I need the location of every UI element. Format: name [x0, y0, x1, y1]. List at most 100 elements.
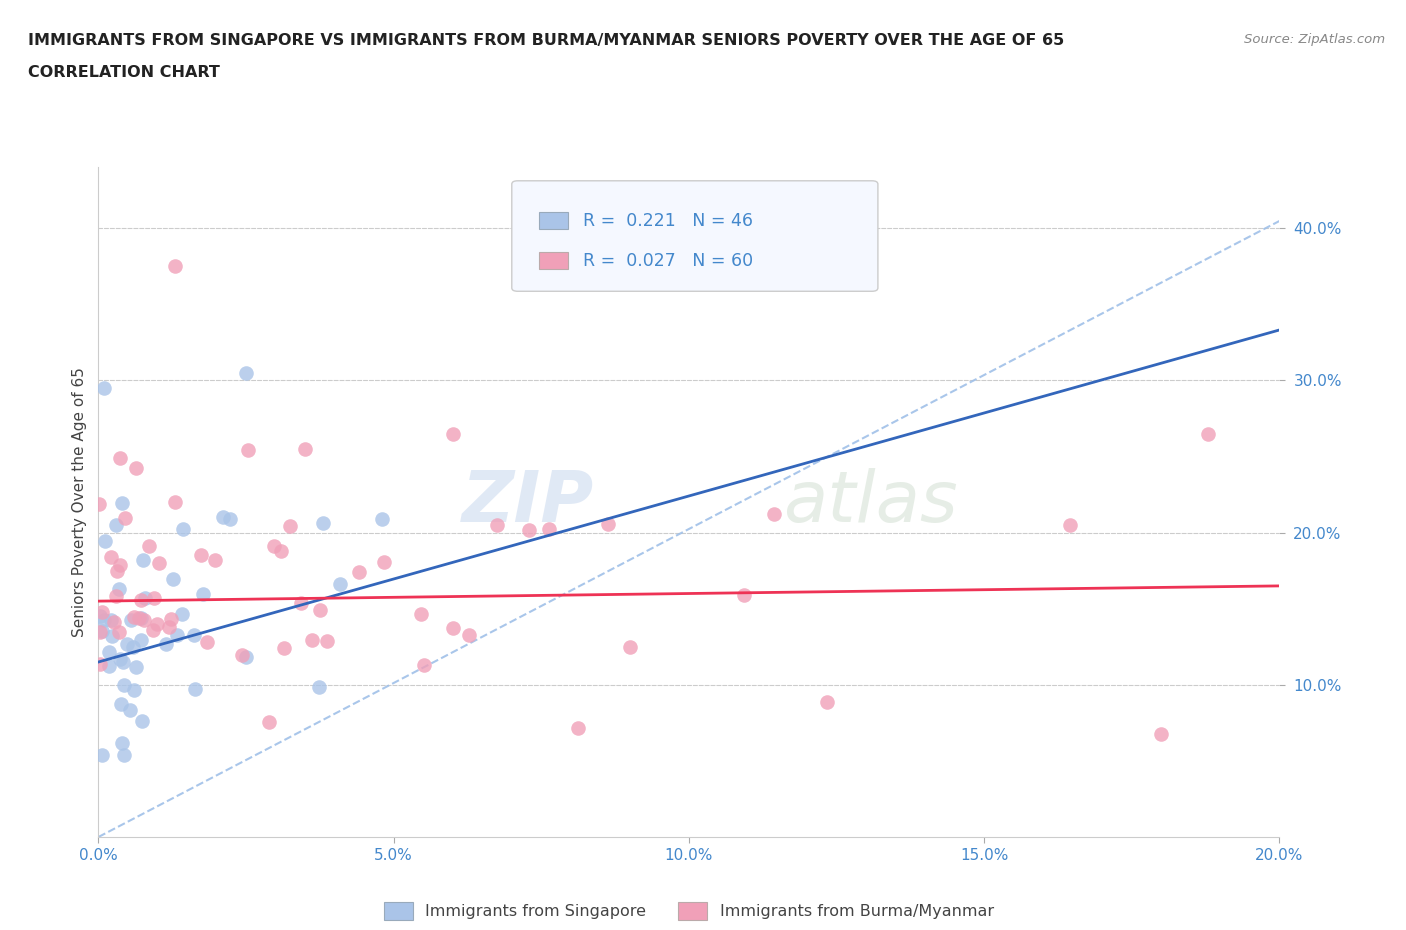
Point: [537, 522, 560, 537]
Point: [165, 495, 187, 510]
Point: [105, 589, 128, 604]
Point: [235, 365, 257, 380]
Point: [204, 552, 226, 567]
Point: [411, 606, 433, 621]
Point: [458, 628, 481, 643]
Point: [309, 602, 332, 617]
Point: [108, 582, 131, 597]
Point: [619, 639, 641, 654]
Point: [115, 636, 138, 651]
Point: [93, 380, 115, 395]
Point: [191, 587, 214, 602]
Point: [763, 506, 786, 521]
Point: [89, 608, 111, 623]
Point: [129, 593, 152, 608]
Point: [294, 442, 316, 457]
Point: [89, 625, 111, 640]
Point: [301, 632, 323, 647]
Point: [122, 683, 145, 698]
Point: [231, 647, 253, 662]
Point: [110, 557, 132, 572]
Point: [121, 640, 143, 655]
Point: [315, 633, 337, 648]
Point: [142, 622, 165, 637]
Point: [311, 515, 333, 530]
Point: [413, 658, 436, 672]
Point: [184, 682, 207, 697]
Point: [441, 620, 464, 635]
Point: [733, 588, 755, 603]
Point: [111, 495, 134, 510]
Text: R =  0.027   N = 60: R = 0.027 N = 60: [582, 252, 752, 270]
Point: [114, 511, 136, 525]
Point: [567, 721, 589, 736]
Point: [195, 634, 218, 649]
Point: [120, 613, 142, 628]
Point: [108, 450, 131, 465]
Point: [517, 523, 540, 538]
Point: [125, 461, 148, 476]
Point: [98, 658, 121, 673]
Point: [108, 652, 131, 667]
Text: ZIP: ZIP: [463, 468, 595, 537]
Text: CORRELATION CHART: CORRELATION CHART: [28, 65, 219, 80]
Point: [1197, 427, 1219, 442]
Point: [1059, 517, 1081, 532]
Point: [138, 538, 160, 553]
Point: [172, 522, 194, 537]
Text: Source: ZipAtlas.com: Source: ZipAtlas.com: [1244, 33, 1385, 46]
Point: [160, 612, 183, 627]
Point: [155, 637, 177, 652]
Point: [93, 534, 115, 549]
Point: [108, 625, 131, 640]
Point: [101, 629, 124, 644]
Point: [236, 443, 259, 458]
Point: [183, 627, 205, 642]
Point: [111, 736, 134, 751]
Text: R =  0.221   N = 46: R = 0.221 N = 46: [582, 212, 752, 230]
Text: atlas: atlas: [783, 468, 957, 537]
Point: [329, 577, 352, 591]
Point: [100, 550, 122, 565]
Legend: Immigrants from Singapore, Immigrants from Burma/Myanmar: Immigrants from Singapore, Immigrants fr…: [384, 902, 994, 921]
Point: [97, 644, 120, 659]
Point: [90, 748, 112, 763]
Point: [308, 679, 330, 694]
Point: [1150, 726, 1173, 741]
Point: [112, 677, 135, 692]
Point: [112, 748, 135, 763]
Point: [263, 538, 285, 553]
FancyBboxPatch shape: [512, 180, 877, 291]
Point: [124, 610, 146, 625]
Point: [131, 713, 153, 728]
Point: [347, 565, 370, 579]
Text: IMMIGRANTS FROM SINGAPORE VS IMMIGRANTS FROM BURMA/MYANMAR SENIORS POVERTY OVER : IMMIGRANTS FROM SINGAPORE VS IMMIGRANTS …: [28, 33, 1064, 47]
Y-axis label: Seniors Poverty Over the Age of 65: Seniors Poverty Over the Age of 65: [72, 367, 87, 637]
Point: [87, 497, 110, 512]
Point: [165, 259, 187, 273]
Point: [110, 697, 132, 711]
Point: [270, 543, 292, 558]
Point: [134, 613, 156, 628]
FancyBboxPatch shape: [538, 212, 568, 229]
Point: [128, 610, 150, 625]
Point: [118, 702, 141, 717]
Point: [125, 659, 148, 674]
Point: [598, 517, 620, 532]
Point: [134, 591, 156, 605]
Point: [157, 619, 180, 634]
Point: [273, 641, 295, 656]
Point: [100, 612, 122, 627]
Point: [148, 556, 170, 571]
Point: [162, 571, 184, 586]
Point: [815, 694, 838, 709]
Point: [211, 510, 233, 525]
Point: [190, 548, 212, 563]
Point: [131, 632, 153, 647]
Point: [373, 554, 395, 569]
Point: [131, 611, 153, 626]
Point: [90, 624, 112, 639]
FancyBboxPatch shape: [538, 252, 568, 269]
Point: [105, 564, 128, 578]
Point: [143, 591, 166, 605]
